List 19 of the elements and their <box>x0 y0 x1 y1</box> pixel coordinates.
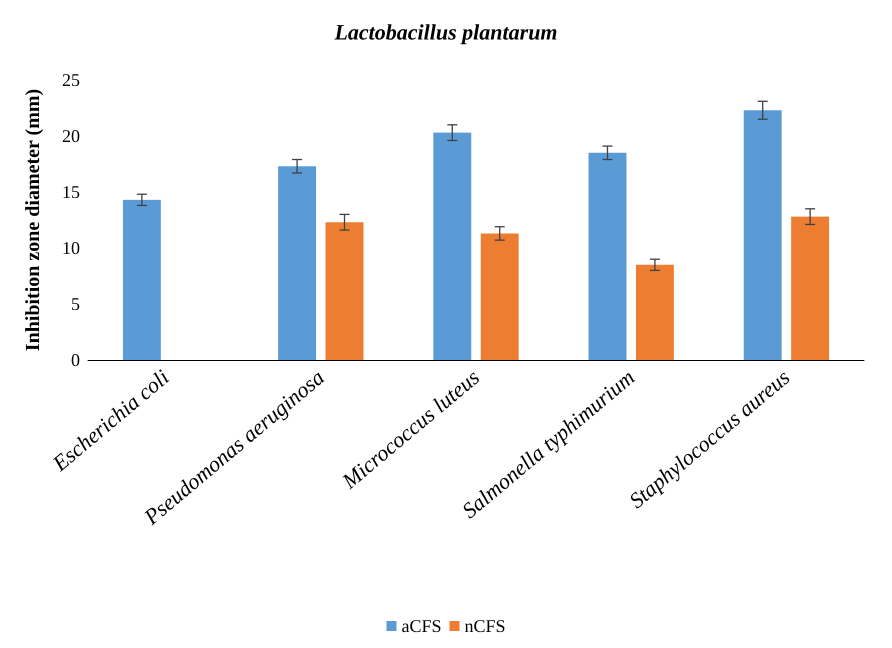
y-tick-label: 15 <box>62 182 80 202</box>
bar <box>433 132 472 360</box>
y-tick-label: 0 <box>71 350 80 370</box>
bar <box>636 264 674 360</box>
bar <box>326 222 364 360</box>
bar <box>122 200 161 360</box>
y-tick-label: 10 <box>62 238 80 258</box>
bar <box>588 152 626 360</box>
chart-title: Lactobacillus plantarum <box>333 20 558 44</box>
legend-label: nCFS <box>464 616 506 636</box>
legend-label: aCFS <box>401 616 442 636</box>
y-tick-label: 25 <box>62 70 80 90</box>
y-tick-label: 20 <box>62 126 80 146</box>
y-axis-title: Inhibition zone diameter (mm) <box>22 88 44 352</box>
bar <box>278 166 316 360</box>
bar <box>480 233 519 360</box>
bar <box>791 216 830 360</box>
y-tick-label: 5 <box>71 294 80 314</box>
bar <box>744 110 782 360</box>
